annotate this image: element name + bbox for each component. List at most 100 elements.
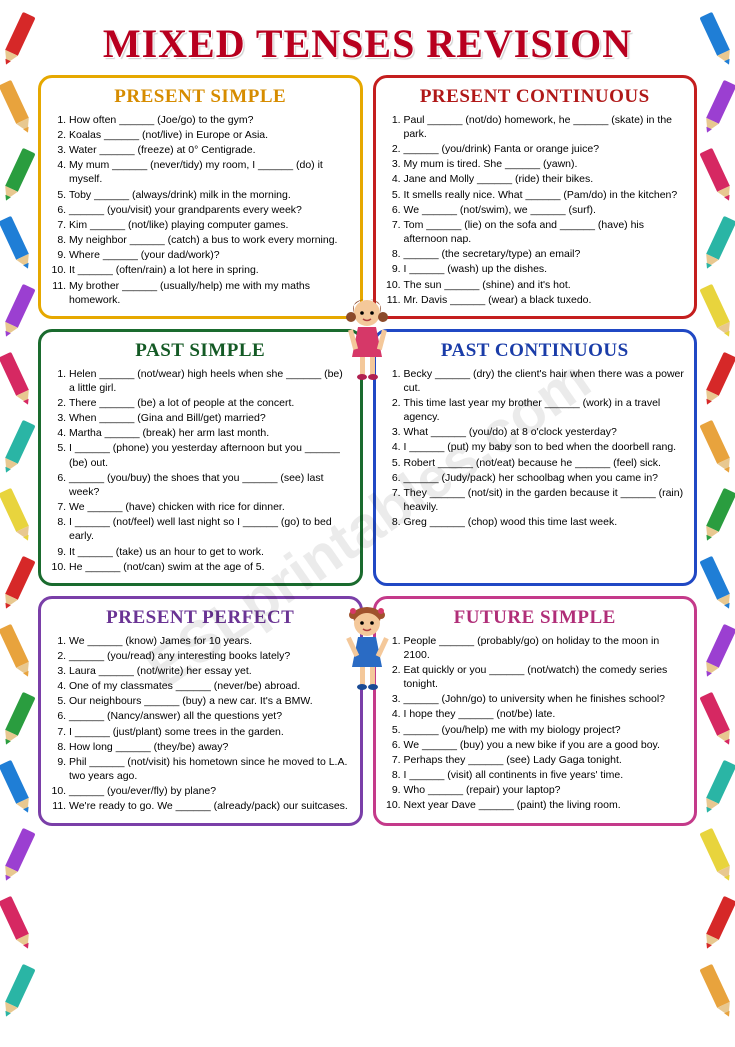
exercise-list: How often ______ (Joe/go) to the gym?Koa… bbox=[51, 113, 350, 307]
pencil-icon bbox=[0, 624, 36, 682]
exercise-item: ______ (you/visit) your grandparents eve… bbox=[69, 203, 350, 217]
pencil-icon bbox=[699, 692, 735, 750]
pencil-icon bbox=[0, 216, 36, 274]
section-title: PRESENT CONTINUOUS bbox=[386, 84, 685, 110]
exercise-item: My mum ______ (never/tidy) my room, I __… bbox=[69, 158, 350, 186]
exercise-item: Tom ______ (lie) on the sofa and ______ … bbox=[404, 218, 685, 246]
exercise-item: Jane and Molly ______ (ride) their bikes… bbox=[404, 172, 685, 186]
section-title: PAST CONTINUOUS bbox=[386, 338, 685, 364]
exercise-item: We're ready to go. We ______ (already/pa… bbox=[69, 799, 350, 813]
exercise-item: It ______ (take) us an hour to get to wo… bbox=[69, 545, 350, 559]
pencil-icon bbox=[699, 896, 735, 954]
exercise-list: Helen ______ (not/wear) high heels when … bbox=[51, 367, 350, 574]
section-box: PRESENT SIMPLE How often ______ (Joe/go) … bbox=[38, 75, 363, 319]
exercise-item: The sun ______ (shine) and it's hot. bbox=[404, 278, 685, 292]
exercise-item: My neighbor ______ (catch) a bus to work… bbox=[69, 233, 350, 247]
exercise-item: Water ______ (freeze) at 0° Centigrade. bbox=[69, 143, 350, 157]
exercise-item: They ______ (not/sit) in the garden beca… bbox=[404, 486, 685, 514]
exercise-item: ______ (the secretary/type) an email? bbox=[404, 247, 685, 261]
exercise-item: My brother ______ (usually/help) me with… bbox=[69, 279, 350, 307]
exercise-item: When ______ (Gina and Bill/get) married? bbox=[69, 411, 350, 425]
exercise-item: Greg ______ (chop) wood this time last w… bbox=[404, 515, 685, 529]
exercise-item: ______ (Nancy/answer) all the questions … bbox=[69, 709, 350, 723]
exercise-item: Helen ______ (not/wear) high heels when … bbox=[69, 367, 350, 395]
exercise-item: Next year Dave ______ (paint) the living… bbox=[404, 798, 685, 812]
exercise-item: How long ______ (they/be) away? bbox=[69, 740, 350, 754]
section-box: PRESENT CONTINUOUS Paul ______ (not/do) h… bbox=[373, 75, 698, 319]
exercise-item: I ______ (just/plant) some trees in the … bbox=[69, 725, 350, 739]
pencil-icon bbox=[699, 420, 735, 478]
exercise-item: Mr. Davis ______ (wear) a black tuxedo. bbox=[404, 293, 685, 307]
girl-character-1 bbox=[340, 295, 395, 385]
pencil-icon bbox=[0, 352, 36, 410]
section-box: FUTURE SIMPLE People ______ (probably/go)… bbox=[373, 596, 698, 826]
exercise-list: Becky ______ (dry) the client's hair whe… bbox=[386, 367, 685, 530]
section-title: PRESENT SIMPLE bbox=[51, 84, 350, 110]
exercise-item: My mum is tired. She ______ (yawn). bbox=[404, 157, 685, 171]
exercise-list: Paul ______ (not/do) homework, he ______… bbox=[386, 113, 685, 307]
pencil-icon bbox=[699, 12, 735, 70]
exercise-item: What ______ (you/do) at 8 o'clock yester… bbox=[404, 425, 685, 439]
exercise-item: ______ (you/buy) the shoes that you ____… bbox=[69, 471, 350, 499]
exercise-item: Robert ______ (not/eat) because he _____… bbox=[404, 456, 685, 470]
section-title: PAST SIMPLE bbox=[51, 338, 350, 364]
exercise-item: We ______ (buy) you a new bike if you ar… bbox=[404, 738, 685, 752]
pencil-icon bbox=[699, 828, 735, 886]
exercise-item: Phil ______ (not/visit) his hometown sin… bbox=[69, 755, 350, 783]
exercise-item: How often ______ (Joe/go) to the gym? bbox=[69, 113, 350, 127]
exercise-item: Becky ______ (dry) the client's hair whe… bbox=[404, 367, 685, 395]
pencil-icon bbox=[0, 760, 36, 818]
exercise-item: ______ (you/read) any interesting books … bbox=[69, 649, 350, 663]
pencil-icon bbox=[699, 352, 735, 410]
exercise-item: Kim ______ (not/like) playing computer g… bbox=[69, 218, 350, 232]
exercise-item: I ______ (phone) you yesterday afternoon… bbox=[69, 441, 350, 469]
pencil-icon bbox=[699, 624, 735, 682]
exercise-item: Eat quickly or you ______ (not/watch) th… bbox=[404, 663, 685, 691]
exercise-item: It ______ (often/rain) a lot here in spr… bbox=[69, 263, 350, 277]
pencil-icon bbox=[699, 556, 735, 614]
pencil-icon bbox=[0, 896, 36, 954]
exercise-item: We ______ (not/swim), we ______ (surf). bbox=[404, 203, 685, 217]
exercise-item: Who ______ (repair) your laptop? bbox=[404, 783, 685, 797]
pencil-icon bbox=[699, 488, 735, 546]
sections-grid: PRESENT SIMPLE How often ______ (Joe/go) … bbox=[38, 75, 697, 826]
exercise-item: It smells really nice. What ______ (Pam/… bbox=[404, 188, 685, 202]
section-title: FUTURE SIMPLE bbox=[386, 605, 685, 631]
exercise-item: ______ (you/drink) Fanta or orange juice… bbox=[404, 142, 685, 156]
pencil-icon bbox=[699, 80, 735, 138]
pencil-icon bbox=[0, 556, 36, 614]
pencil-icon bbox=[699, 284, 735, 342]
pencil-icon bbox=[699, 148, 735, 206]
pencil-icon bbox=[0, 12, 36, 70]
section-box: PRESENT PERFECTWe ______ (know) James fo… bbox=[38, 596, 363, 826]
exercise-item: We ______ (have) chicken with rice for d… bbox=[69, 500, 350, 514]
exercise-item: I ______ (wash) up the dishes. bbox=[404, 262, 685, 276]
exercise-item: ______ (you/ever/fly) by plane? bbox=[69, 784, 350, 798]
exercise-item: I ______ (not/feel) well last night so I… bbox=[69, 515, 350, 543]
section-box: PAST CONTINUOUS Becky ______ (dry) the cl… bbox=[373, 329, 698, 586]
exercise-item: People ______ (probably/go) on holiday t… bbox=[404, 634, 685, 662]
exercise-list: We ______ (know) James for 10 years.____… bbox=[51, 634, 350, 814]
exercise-item: There ______ (be) a lot of people at the… bbox=[69, 396, 350, 410]
exercise-item: Laura ______ (not/write) her essay yet. bbox=[69, 664, 350, 678]
exercise-item: I ______ (put) my baby son to bed when t… bbox=[404, 440, 685, 454]
pencil-icon bbox=[0, 692, 36, 750]
exercise-item: Martha ______ (break) her arm last month… bbox=[69, 426, 350, 440]
exercise-list: People ______ (probably/go) on holiday t… bbox=[386, 634, 685, 813]
exercise-item: Koalas ______ (not/live) in Europe or As… bbox=[69, 128, 350, 142]
exercise-item: Our neighbours ______ (buy) a new car. I… bbox=[69, 694, 350, 708]
pencil-icon bbox=[0, 488, 36, 546]
worksheet-content: MIXED TENSES REVISION PRESENT SIMPLE How … bbox=[38, 20, 697, 1027]
pencil-icon bbox=[699, 216, 735, 274]
page-title: MIXED TENSES REVISION bbox=[38, 20, 697, 67]
pencil-icon bbox=[0, 148, 36, 206]
exercise-item: ______ (you/help) me with my biology pro… bbox=[404, 723, 685, 737]
exercise-item: Where ______ (your dad/work)? bbox=[69, 248, 350, 262]
pencil-icon bbox=[0, 828, 36, 886]
exercise-item: I hope they ______ (not/be) late. bbox=[404, 707, 685, 721]
pencil-icon bbox=[699, 760, 735, 818]
section-box: PAST SIMPLE Helen ______ (not/wear) high … bbox=[38, 329, 363, 586]
exercise-item: ______ (John/go) to university when he f… bbox=[404, 692, 685, 706]
pencil-icon bbox=[0, 284, 36, 342]
exercise-item: Paul ______ (not/do) homework, he ______… bbox=[404, 113, 685, 141]
